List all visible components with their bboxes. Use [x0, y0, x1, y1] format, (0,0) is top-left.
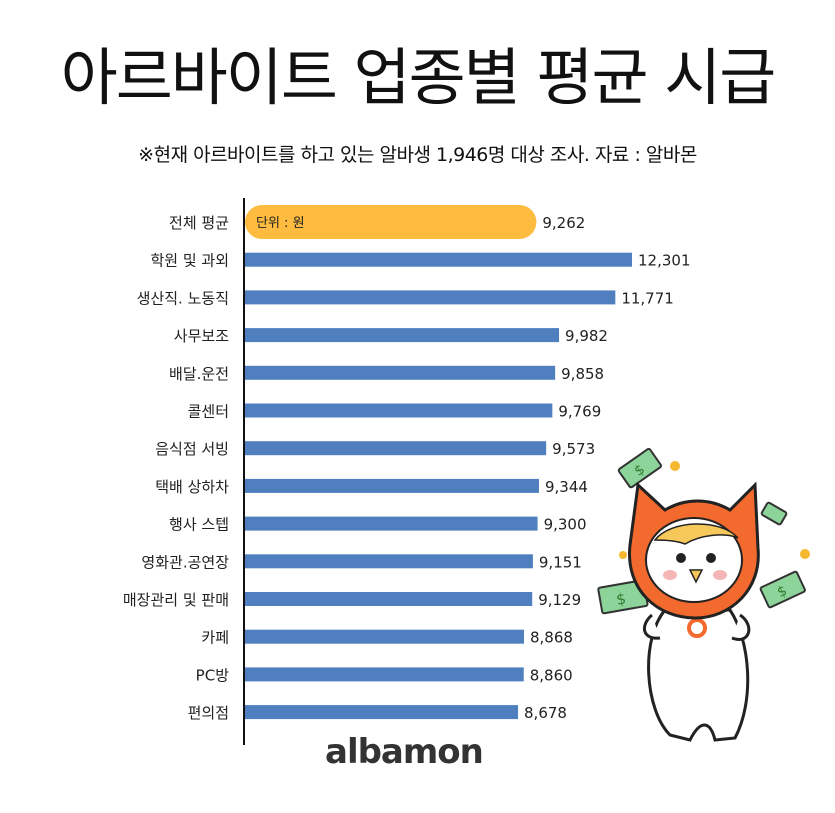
bar — [245, 592, 533, 606]
value-label: 9,300 — [544, 516, 587, 534]
value-label: 9,129 — [538, 591, 581, 609]
value-label: 9,151 — [539, 553, 582, 571]
category-label: 배달.운전 — [169, 365, 229, 383]
category-label: 영화관.공연장 — [141, 553, 229, 571]
value-label: 9,858 — [561, 365, 604, 383]
category-label: 편의점 — [188, 704, 229, 722]
category-label: 사무보조 — [174, 327, 229, 345]
bar — [245, 478, 539, 493]
value-label: 9,344 — [545, 478, 588, 496]
bar — [245, 365, 556, 380]
chart-title: 아르바이트 업종별 평균 시급 — [60, 41, 777, 114]
bar — [245, 403, 553, 418]
category-label: 콜센터 — [188, 403, 229, 421]
bar — [245, 252, 632, 267]
unit-label: 단위 : 원 — [256, 216, 305, 231]
bar — [245, 554, 533, 569]
value-label: 8,678 — [524, 704, 567, 722]
bar — [245, 629, 524, 644]
category-label: 전체 평균 — [169, 214, 229, 232]
bar — [245, 441, 547, 456]
bar — [245, 667, 524, 682]
category-label: 카페 — [201, 629, 229, 647]
value-label: 9,982 — [565, 327, 608, 345]
bar — [245, 516, 538, 531]
bar — [245, 290, 616, 305]
value-label: 9,262 — [542, 214, 585, 232]
value-label: 8,868 — [530, 629, 573, 647]
category-label: 매장관리 및 판매 — [123, 591, 229, 609]
value-label: 8,860 — [530, 666, 573, 684]
bar — [245, 705, 519, 720]
category-label: 행사 스텝 — [169, 516, 229, 534]
category-label: 택배 상하차 — [155, 478, 229, 496]
category-label: 음식점 서빙 — [155, 440, 229, 458]
category-label: 생산직. 노동직 — [137, 289, 229, 307]
category-label: PC방 — [196, 666, 230, 684]
albamon-logo: albamon — [325, 732, 484, 772]
bar — [245, 328, 560, 343]
highlight-bar — [245, 205, 537, 239]
value-label: 12,301 — [638, 252, 691, 270]
svg-text:$: $ — [615, 589, 628, 608]
value-label: 11,771 — [621, 289, 674, 307]
value-label: 9,573 — [552, 440, 595, 458]
value-label: 9,769 — [558, 403, 601, 421]
category-label: 학원 및 과외 — [150, 252, 229, 270]
chart-subtitle: ※현재 아르바이트를 하고 있는 알바생 1,946명 대상 조사. 자료 : … — [138, 144, 697, 166]
albamon-mascot: $ $ $ — [597, 447, 810, 742]
